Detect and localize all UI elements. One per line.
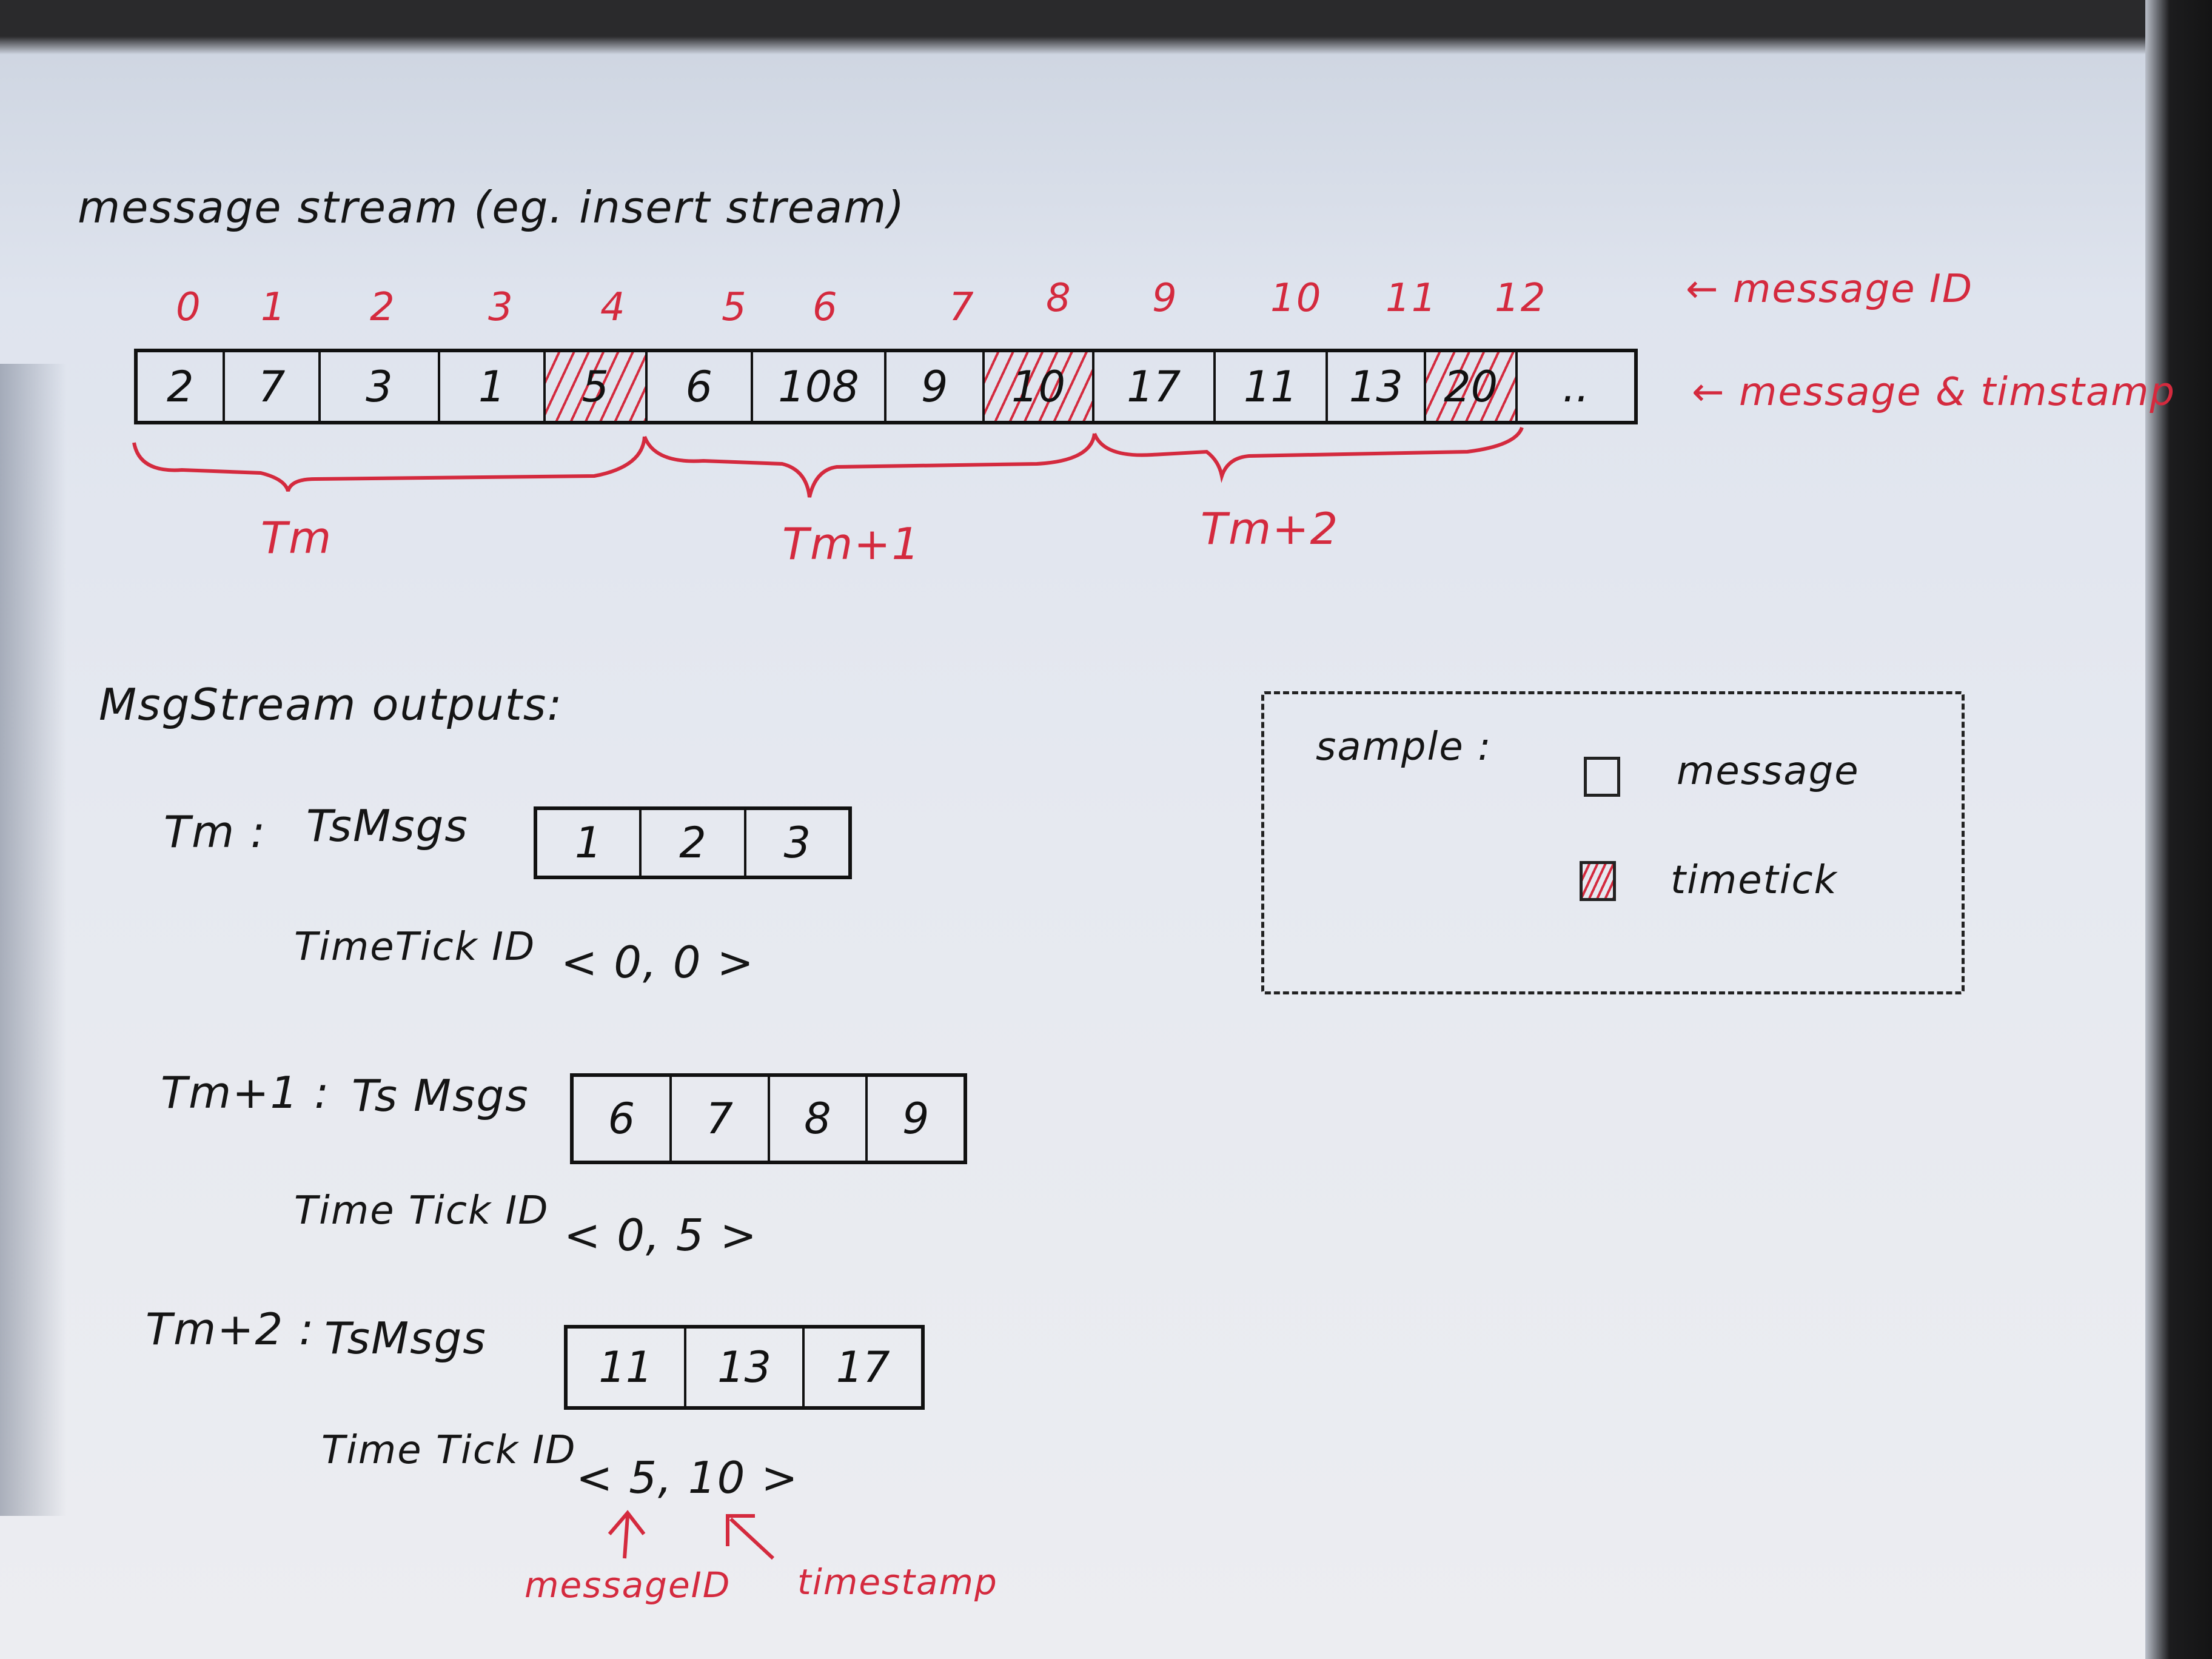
annotation-timestamp: timestamp	[797, 1561, 998, 1603]
ts-msg-cell: 3	[783, 818, 811, 868]
message-cell: 1	[440, 352, 546, 421]
message-cell: 2	[138, 352, 226, 421]
message-cell: 3	[321, 352, 440, 421]
timetick-id-label: TimeTick ID	[294, 925, 536, 970]
message-cell: ..	[1562, 361, 1590, 412]
message-cell: 17	[1094, 352, 1216, 421]
message-cell: 13	[1328, 352, 1427, 421]
timetick-id-label: Time Tick ID	[321, 1428, 577, 1473]
ts-msg-cell: 8	[770, 1077, 868, 1161]
group-label-tm2: Tm+2	[1201, 503, 1339, 554]
ts-msgs-label: TsMsgs	[324, 1313, 487, 1364]
paper-shadow	[0, 364, 67, 1516]
message-cell: 11	[1216, 352, 1329, 421]
brace-tm1	[643, 433, 1096, 498]
brace-tm2	[1093, 426, 1524, 483]
message-id: 10	[1270, 276, 1322, 321]
message-stream-row: 2 7 3 1 5 6 108 9 10 17 11 13 20..	[134, 349, 1638, 424]
message-id: 2	[370, 285, 396, 330]
ts-msg-cell: 7	[672, 1077, 770, 1161]
diagram-title: message stream (eg. insert stream)	[78, 182, 906, 233]
timetick-id-label: Time Tick ID	[294, 1188, 549, 1233]
legend-title: sample :	[1316, 725, 1492, 769]
timetick-id-value: < 5, 10 >	[576, 1452, 799, 1503]
message-id: 12	[1495, 276, 1547, 321]
message-id: 1	[261, 285, 287, 330]
message-timestamp-label: ← message & timstamp	[1692, 370, 2176, 415]
message-id: 11	[1386, 276, 1438, 321]
message-id: 7	[949, 285, 975, 330]
message-id: 4	[600, 285, 626, 330]
ts-msgs-box-tm2: 11 13 17	[564, 1325, 925, 1410]
timetick-cell: 20	[1426, 352, 1518, 421]
ts-msgs-label: Ts Msgs	[352, 1070, 529, 1121]
message-id-label: ← message ID	[1686, 267, 1974, 312]
output-label-tm2: Tm+2 :	[146, 1304, 315, 1355]
message-id: 3	[488, 285, 514, 330]
message-cell: 6	[648, 352, 753, 421]
legend-timetick-label: timetick	[1671, 858, 1838, 903]
outputs-heading: MsgStream outputs:	[99, 679, 563, 730]
desk-edge	[2145, 0, 2212, 1659]
group-label-tm: Tm	[261, 512, 333, 563]
timetick-cell: 10	[985, 352, 1094, 421]
ts-msg-cell: 17	[836, 1342, 890, 1392]
message-cell: 9	[886, 352, 985, 421]
timetick-id-value: < 0, 5 >	[564, 1210, 758, 1261]
brace-tm	[132, 436, 646, 492]
output-label-tm: Tm :	[164, 806, 267, 857]
message-id: 9	[1152, 276, 1178, 321]
legend-message-swatch	[1584, 757, 1620, 797]
arrow-message-id	[608, 1510, 646, 1559]
annotation-message-id: messageID	[525, 1564, 731, 1606]
message-cell: 7	[225, 352, 321, 421]
timetick-cell: 5	[546, 352, 648, 421]
arrow-timestamp	[726, 1514, 775, 1560]
ts-msg-cell: 13	[686, 1329, 805, 1406]
ts-msg-cell: 11	[568, 1329, 686, 1406]
ts-msg-cell: 6	[574, 1077, 672, 1161]
legend-timetick-swatch	[1580, 861, 1616, 901]
message-cell: 108	[753, 352, 887, 421]
group-label-tm1: Tm+1	[782, 518, 921, 569]
ts-msg-cell: 2	[642, 810, 746, 876]
ts-msg-cell: 1	[537, 810, 642, 876]
ts-msg-cell: 9	[902, 1094, 930, 1144]
legend-box	[1261, 691, 1965, 994]
message-id: 8	[1046, 276, 1072, 321]
output-label-tm1: Tm+1 :	[161, 1067, 330, 1118]
message-id: 6	[813, 285, 839, 330]
timetick-id-value: < 0, 0 >	[561, 937, 755, 988]
message-id: 0	[176, 285, 202, 330]
legend-message-label: message	[1677, 749, 1860, 794]
ts-msgs-label: TsMsgs	[306, 800, 469, 851]
message-id: 5	[722, 285, 748, 330]
